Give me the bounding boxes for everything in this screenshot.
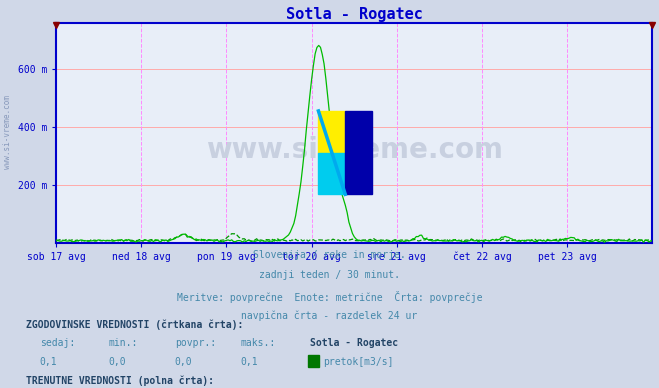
Text: ZGODOVINSKE VREDNOSTI (črtkana črta):: ZGODOVINSKE VREDNOSTI (črtkana črta): [26, 319, 244, 330]
Text: min.:: min.: [109, 338, 138, 348]
Bar [318, 152, 345, 194]
Text: TRENUTNE VREDNOSTI (polna črta):: TRENUTNE VREDNOSTI (polna črta): [26, 375, 214, 386]
Text: Slovenija / reke in morje.: Slovenija / reke in morje. [253, 250, 406, 260]
Text: 0,1: 0,1 [241, 357, 258, 367]
Text: 0,0: 0,0 [109, 357, 127, 367]
Text: Meritve: povprečne  Enote: metrične  Črta: povprečje: Meritve: povprečne Enote: metrične Črta:… [177, 291, 482, 303]
Text: navpična črta - razdelek 24 ur: navpična črta - razdelek 24 ur [241, 311, 418, 321]
Text: www.si-vreme.com: www.si-vreme.com [206, 137, 503, 165]
Text: pretok[m3/s]: pretok[m3/s] [323, 357, 393, 367]
Bar [345, 111, 372, 194]
Text: povpr.:: povpr.: [175, 338, 215, 348]
Title: Sotla - Rogatec: Sotla - Rogatec [286, 7, 422, 22]
Bar [318, 111, 345, 152]
Text: www.si-vreme.com: www.si-vreme.com [3, 95, 13, 169]
Text: Sotla - Rogatec: Sotla - Rogatec [310, 338, 398, 348]
Text: 0,0: 0,0 [175, 357, 192, 367]
Text: zadnji teden / 30 minut.: zadnji teden / 30 minut. [259, 270, 400, 281]
Text: maks.:: maks.: [241, 338, 275, 348]
Text: sedaj:: sedaj: [40, 338, 74, 348]
Text: 0,1: 0,1 [40, 357, 57, 367]
